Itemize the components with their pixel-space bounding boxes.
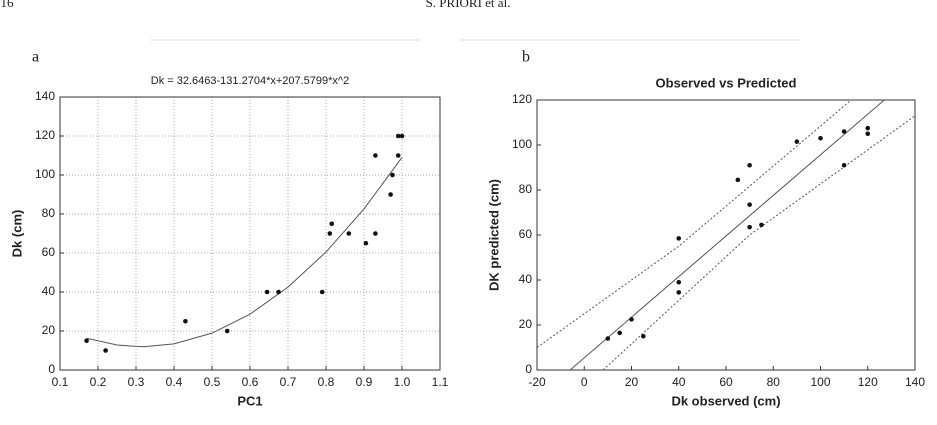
point	[676, 279, 682, 285]
y-tick-label: 80	[519, 182, 533, 196]
point	[841, 162, 847, 168]
point	[329, 221, 335, 227]
y-tick-label: 140	[35, 89, 55, 103]
point	[319, 289, 325, 295]
point	[395, 153, 401, 158]
fit-line	[86, 157, 403, 348]
plot-frame	[59, 96, 441, 371]
point	[735, 177, 741, 183]
x-tick-label: 1.1	[432, 375, 449, 389]
y-tick-label: 20	[42, 323, 56, 337]
y-tick-label: 120	[512, 92, 532, 106]
chart-title: Observed vs Predicted	[656, 75, 797, 90]
point	[183, 318, 188, 324]
fit-line	[537, 100, 852, 348]
point	[327, 231, 333, 236]
running-head: S. PRIORI et al.	[426, 0, 511, 10]
y-tick-label: 100	[35, 167, 55, 181]
y-tick-label: 120	[35, 128, 55, 142]
y-axis-label: DK predicted (cm)	[486, 179, 501, 291]
x-tick-label: 0.5	[204, 375, 221, 389]
x-tick-label: 120	[858, 375, 878, 389]
point	[388, 192, 393, 197]
x-tick-label: 0.3	[128, 375, 145, 389]
point	[103, 348, 108, 353]
point	[605, 336, 611, 341]
chart-title: Dk = 32.6463-131.2704*x+207.5799*x^2	[151, 75, 349, 87]
page-number: 316	[0, 0, 14, 10]
x-tick-label: 40	[672, 375, 686, 389]
panel-label: a	[32, 49, 39, 66]
x-axis-label: Dk observed (cm)	[671, 393, 780, 408]
point	[84, 338, 89, 344]
x-tick-label: 0.2	[90, 375, 107, 389]
x-tick-label: 20	[625, 375, 639, 389]
point	[841, 129, 847, 134]
point	[373, 153, 378, 158]
x-tick-label: 60	[719, 375, 733, 389]
y-axis-label: Dk (cm)	[9, 210, 24, 258]
point	[395, 133, 401, 139]
point	[264, 289, 270, 295]
fit-line	[602, 115, 915, 370]
x-tick-label: 0.1	[52, 375, 69, 389]
plot-frame	[536, 99, 916, 371]
point	[747, 224, 752, 230]
point	[759, 222, 764, 228]
x-tick-label: 1.0	[394, 375, 411, 389]
point	[818, 135, 823, 141]
panel-label: b	[522, 49, 530, 66]
point	[399, 133, 405, 139]
fit-line	[569, 100, 885, 370]
point	[794, 139, 800, 144]
y-tick-label: 0	[525, 362, 532, 376]
y-tick-label: 0	[48, 362, 55, 376]
point	[641, 333, 646, 339]
x-tick-label: 80	[767, 375, 781, 389]
point	[865, 131, 871, 137]
point	[276, 289, 281, 295]
point	[747, 162, 752, 168]
x-tick-label: 140	[905, 375, 925, 389]
y-tick-label: 60	[519, 227, 533, 241]
point	[747, 202, 752, 207]
x-tick-label: 0.8	[318, 375, 335, 389]
x-tick-label: 0.4	[166, 375, 183, 389]
x-tick-label: 0.6	[242, 375, 259, 389]
point	[373, 231, 378, 236]
y-tick-label: 100	[512, 137, 532, 151]
point	[224, 328, 230, 334]
point	[346, 231, 352, 236]
x-tick-label: -20	[528, 375, 546, 389]
point	[617, 330, 622, 336]
x-axis-label: PC1	[237, 393, 262, 408]
x-tick-label: 0	[581, 375, 588, 389]
y-tick-label: 80	[42, 206, 56, 220]
point	[363, 240, 369, 246]
y-tick-label: 60	[42, 245, 56, 259]
point	[865, 125, 871, 131]
x-tick-label: 100	[810, 375, 830, 389]
y-tick-label: 40	[519, 272, 533, 286]
y-tick-label: 20	[519, 317, 533, 331]
point	[390, 172, 395, 178]
x-tick-label: 0.7	[280, 375, 297, 389]
x-tick-label: 0.9	[356, 375, 373, 389]
y-tick-label: 40	[42, 284, 56, 298]
point	[676, 236, 682, 241]
point	[676, 290, 682, 295]
point	[629, 317, 634, 322]
